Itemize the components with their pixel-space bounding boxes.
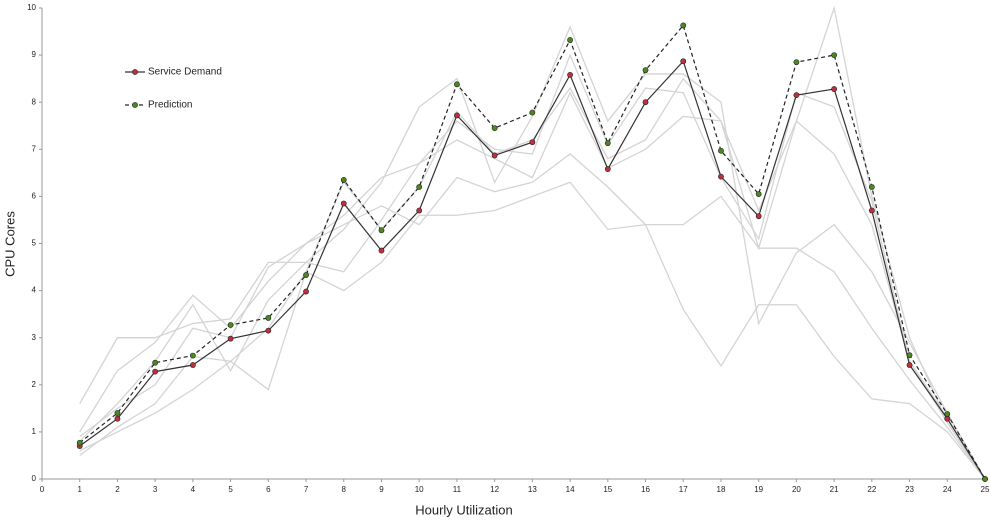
series-line <box>79 91 986 480</box>
y-tick-label: 2 <box>32 380 37 389</box>
y-tick-label: 1 <box>32 427 37 436</box>
marker <box>265 327 272 334</box>
x-tick-label: 13 <box>528 485 537 494</box>
y-tick-label: 10 <box>27 3 36 12</box>
y-tick-label: 8 <box>32 97 37 106</box>
x-tick-label: 18 <box>717 485 726 494</box>
marker <box>604 166 611 172</box>
x-tick-label: 10 <box>415 485 424 494</box>
marker <box>454 112 460 119</box>
series-line <box>79 24 986 480</box>
marker <box>793 59 800 66</box>
x-axis-title: Hourly Utilization <box>415 502 513 517</box>
x-tick-label: 5 <box>228 485 233 494</box>
x-tick-label: 7 <box>304 485 309 494</box>
y-tick-label: 7 <box>32 144 37 153</box>
marker <box>680 22 687 29</box>
marker <box>303 272 309 278</box>
x-tick-label: 25 <box>981 485 990 494</box>
x-tick-label: 3 <box>153 485 158 494</box>
marker <box>491 152 498 159</box>
marker <box>793 92 800 99</box>
marker <box>604 140 611 147</box>
y-axis-title: CPU Cores <box>2 211 17 277</box>
x-tick-label: 21 <box>830 485 839 494</box>
x-tick-label: 24 <box>943 485 952 494</box>
y-tick-label: 0 <box>32 474 37 483</box>
x-tick-label: 12 <box>490 485 499 494</box>
marker <box>340 200 347 207</box>
x-tick-label: 4 <box>191 485 196 494</box>
marker <box>303 288 309 295</box>
series-line <box>79 25 986 480</box>
marker <box>416 207 423 214</box>
y-tick-label: 9 <box>32 50 37 59</box>
marker <box>265 315 272 321</box>
marker <box>642 67 649 74</box>
marker <box>227 335 234 342</box>
marker <box>378 247 385 254</box>
x-tick-label: 23 <box>905 485 914 494</box>
marker <box>378 227 385 234</box>
legend-label: Prediction <box>148 100 192 111</box>
series-line <box>79 60 986 480</box>
marker <box>529 109 536 116</box>
y-tick-label: 6 <box>32 192 37 201</box>
x-tick-label: 20 <box>792 485 801 494</box>
marker <box>340 177 347 183</box>
x-tick-label: 6 <box>266 485 271 494</box>
x-tick-label: 9 <box>379 485 384 494</box>
marker <box>227 322 234 328</box>
x-tick-label: 15 <box>603 485 612 494</box>
x-tick-label: 22 <box>867 485 876 494</box>
marker <box>416 184 423 190</box>
marker <box>982 476 988 482</box>
x-tick-label: 17 <box>679 485 688 494</box>
marker <box>76 439 83 446</box>
legend-marker <box>132 102 138 108</box>
x-tick-label: 19 <box>754 485 763 494</box>
y-tick-label: 3 <box>32 333 37 342</box>
marker <box>152 368 159 375</box>
marker <box>831 52 838 58</box>
marker <box>680 58 687 65</box>
y-tick-label: 4 <box>32 286 37 295</box>
marker <box>868 184 875 190</box>
x-tick-label: 16 <box>641 485 650 494</box>
x-tick-label: 2 <box>115 485 120 494</box>
series-line <box>79 181 986 480</box>
marker <box>454 81 460 88</box>
x-tick-label: 1 <box>77 485 82 494</box>
marker <box>718 173 724 180</box>
marker <box>567 71 573 78</box>
marker <box>529 139 536 146</box>
marker <box>642 99 649 106</box>
series-line <box>79 53 986 480</box>
marker <box>152 359 159 366</box>
x-tick-label: 8 <box>342 485 347 494</box>
marker <box>755 191 762 197</box>
marker <box>491 125 498 132</box>
x-tick-label: 11 <box>453 485 462 494</box>
marker <box>944 411 951 417</box>
marker <box>906 352 913 359</box>
series-line <box>79 153 986 480</box>
legend-marker <box>132 69 138 75</box>
marker <box>114 415 121 422</box>
marker <box>755 213 762 220</box>
marker <box>831 86 838 92</box>
y-tick-label: 5 <box>32 239 37 248</box>
marker <box>189 352 196 359</box>
legend-label: Service Demand <box>148 67 222 78</box>
x-tick-label: 14 <box>566 485 575 494</box>
marker <box>189 362 196 368</box>
marker <box>868 207 875 214</box>
marker <box>906 362 913 368</box>
marker <box>114 410 121 416</box>
x-tick-label: 0 <box>40 485 45 494</box>
marker <box>567 37 573 43</box>
marker <box>718 147 724 154</box>
